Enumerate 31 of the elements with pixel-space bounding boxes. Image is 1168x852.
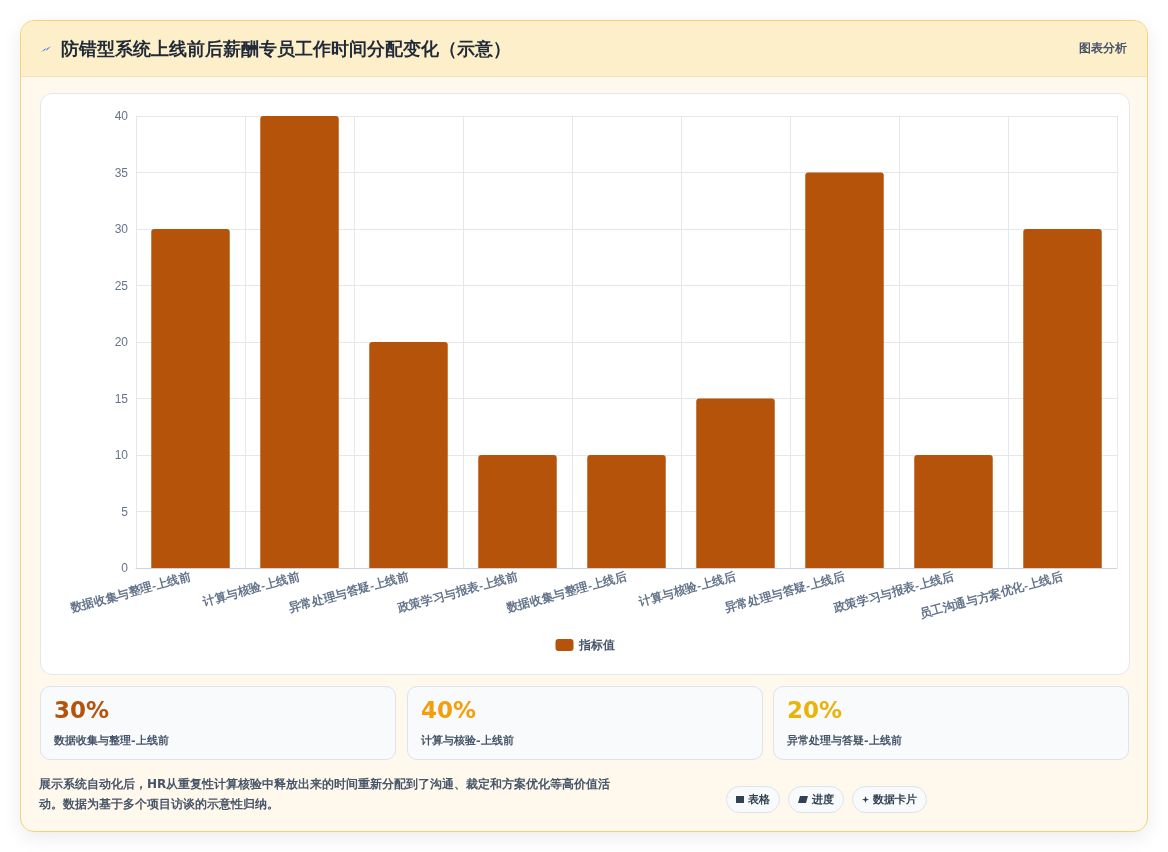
text: 表格	[748, 792, 770, 807]
y-tick-label: 10	[114, 448, 129, 462]
bar	[369, 342, 448, 568]
y-tick-label: 40	[114, 109, 129, 123]
legend-label: 指标值	[577, 638, 615, 652]
text: 展示系统自动化后，HR从重复性计算核验中释放出来的时间重新分配到了沟通、裁定和方案优化等高价值活动。数据为基于多个项目访谈的示意性归纳。	[39, 776, 612, 813]
bar	[260, 116, 339, 568]
bar	[587, 455, 666, 568]
y-tick-label: 5	[121, 504, 129, 519]
text: 异常处理与答疑-上线前	[787, 733, 902, 748]
bar	[478, 455, 557, 568]
chart-title: 防错型系统上线前后薪酬专员工作时间分配变化（示意）	[61, 36, 512, 61]
y-tick-label: 15	[114, 391, 129, 406]
bar	[1023, 229, 1102, 568]
bar	[696, 398, 775, 568]
text: 进度	[812, 792, 834, 807]
text: 30%	[54, 697, 110, 723]
text: 数据收集与整理-上线前	[54, 733, 169, 748]
text: 图表分析	[1079, 40, 1127, 57]
text: 20%	[787, 697, 843, 723]
bar	[805, 172, 884, 568]
y-tick-label: 20	[114, 335, 129, 349]
bar	[914, 455, 993, 568]
text: 计算与核验-上线前	[421, 733, 514, 748]
bar	[151, 229, 230, 568]
y-tick-label: 35	[114, 165, 129, 180]
text: 数据卡片	[873, 792, 917, 807]
text: 40%	[421, 697, 477, 723]
y-tick-label: 30	[114, 222, 129, 236]
y-tick-label: 25	[114, 278, 129, 293]
y-tick-label: 0	[121, 561, 129, 575]
